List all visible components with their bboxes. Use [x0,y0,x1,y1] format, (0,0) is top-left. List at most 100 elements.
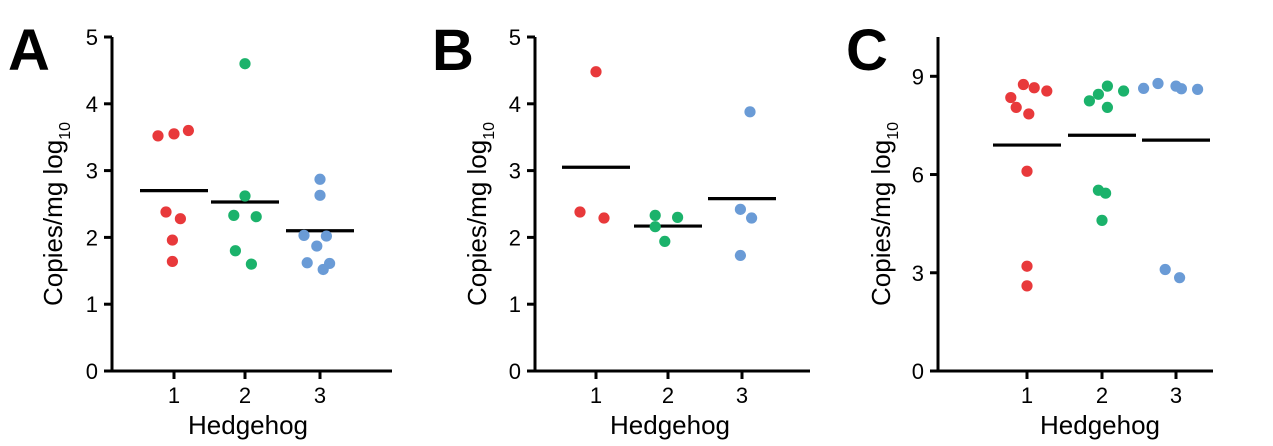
y-tick-label: 5 [86,25,98,50]
data-point [1023,108,1035,120]
data-point [1138,82,1150,95]
data-point [1096,214,1108,226]
data-point [1092,88,1104,100]
data-point [311,240,323,252]
data-point [1152,77,1164,90]
y-tick-label: 5 [509,25,521,50]
x-tick-label: 1 [590,383,602,408]
data-point [245,258,257,270]
data-point [239,190,251,202]
data-point [672,211,684,223]
y-tick-label: 3 [86,159,98,184]
y-axis-title: Copies/mg log10 [38,122,74,306]
data-point [1159,263,1171,276]
data-point [574,206,586,218]
data-point [182,124,194,137]
data-point [1118,85,1130,97]
data-point [314,189,326,201]
data-point [734,203,747,215]
data-point [239,58,251,70]
series-hedgehog-1 [140,124,208,268]
y-axis-title-text: Copies/mg log [462,140,492,306]
y-tick-label: 1 [509,292,521,317]
y-axis-title-subscript: 10 [481,122,498,140]
series-hedgehog-2 [1068,80,1136,226]
data-point [314,173,326,185]
series-hedgehog-2 [211,58,279,270]
series-hedgehog-1 [562,66,630,224]
data-point [1175,83,1187,95]
data-point [1101,80,1113,92]
data-point [228,209,240,221]
y-tick-label: 4 [86,92,98,117]
data-point [1028,82,1040,94]
series-hedgehog-3 [708,106,776,262]
y-tick-label: 4 [509,92,521,117]
x-tick-label: 2 [1096,383,1108,408]
y-axis-title-text: Copies/mg log [866,140,896,306]
data-point [1010,101,1022,114]
y-axis-title-subscript: 10 [885,122,902,140]
data-point [1192,83,1204,95]
series-hedgehog-2 [634,209,702,248]
y-tick-label: 0 [86,359,98,384]
data-point [168,128,180,140]
data-point [598,212,610,224]
x-axis-title: Hedgehog [610,410,730,440]
data-point [1174,272,1186,284]
data-point [1021,165,1033,177]
data-point [152,130,164,142]
x-tick-label: 2 [239,383,251,408]
y-axis-title-subscript: 10 [57,122,74,140]
series-hedgehog-3 [1138,77,1210,284]
data-point [174,213,186,225]
series-hedgehog-3 [286,173,354,276]
data-point [649,209,661,221]
data-point [250,211,262,223]
data-point [1100,187,1112,199]
x-tick-label: 3 [1170,383,1182,408]
data-point [320,230,332,242]
data-point [734,249,747,262]
x-tick-label: 3 [314,383,326,408]
y-axis-title: Copies/mg log10 [866,122,902,306]
x-axis-title: Hedgehog [1040,410,1160,440]
data-point [1101,101,1113,114]
data-point [166,255,178,268]
panel-letter: A [8,18,50,83]
y-tick-label: 0 [509,359,521,384]
y-axis-title-text: Copies/mg log [38,140,68,306]
data-point [1005,91,1017,104]
data-point [744,106,756,118]
data-point [649,221,661,233]
y-tick-label: 1 [86,292,98,317]
x-tick-label: 3 [736,383,748,408]
x-axis-title: Hedgehog [188,410,308,440]
y-tick-label: 3 [912,261,924,286]
data-point [1021,280,1033,292]
data-point [590,66,602,78]
y-tick-label: 2 [509,225,521,250]
x-tick-label: 2 [662,383,674,408]
y-tick-label: 3 [509,159,521,184]
y-tick-label: 9 [912,64,924,89]
data-point [317,263,329,276]
y-tick-label: 6 [912,163,924,188]
data-point [166,234,178,246]
data-point [1083,95,1095,107]
y-tick-label: 0 [912,359,924,384]
data-point [659,235,671,248]
data-point [1021,260,1033,272]
series-hedgehog-1 [993,78,1061,292]
data-point [1041,85,1053,97]
panel-letter: C [846,18,888,83]
data-point [301,257,313,269]
x-tick-label: 1 [1021,383,1033,408]
data-point [160,206,172,218]
data-point [298,229,310,241]
y-axis-title: Copies/mg log10 [462,122,498,306]
